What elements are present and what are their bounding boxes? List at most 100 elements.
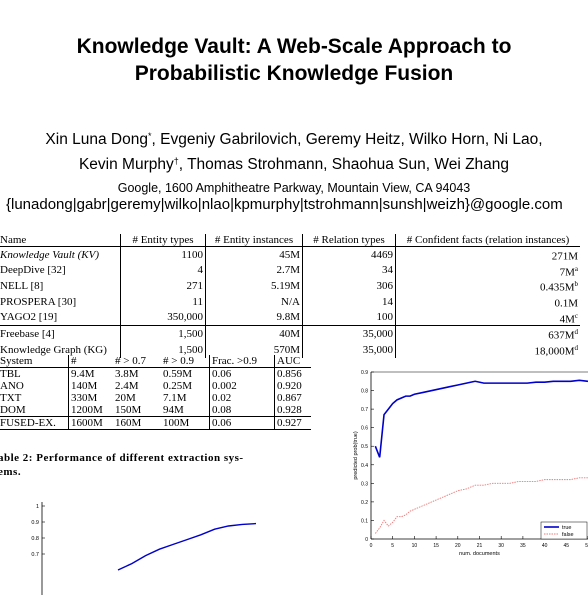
cell-value: 1,500: [178, 328, 203, 341]
caption-text: ems.: [0, 466, 22, 478]
table-cell: 0.928: [274, 404, 311, 417]
prob-vs-docs-chart: 0 0.1 0.2 0.3 0.4 0.5 0.6 0.7 0.8 0.9 0 5 10 15 20 21 30…: [353, 370, 588, 557]
cell-value: 5.19M: [270, 280, 300, 293]
y-axis-label: predicted prob(true): [353, 431, 359, 479]
x-tick-label: 40: [542, 543, 548, 549]
table-cell: 35,000: [302, 341, 396, 358]
y-tick-label: 0.7: [31, 552, 39, 558]
cell-value: 100: [376, 311, 394, 324]
table-row: PROSPERA [30] 11 N/A 14 0.1M: [0, 293, 580, 310]
cell-value: 14: [382, 295, 393, 308]
table-row: TXT 330M 20M 7.1M 0.02 0.867: [0, 392, 311, 404]
y-tick-label: 0: [365, 537, 368, 543]
cell-value: PROSPERA [30]: [0, 295, 77, 308]
y-tick-label: 0.8: [361, 389, 368, 395]
author-names: , Evgeniy Gabrilovich, Geremy Heitz, Wil…: [151, 131, 543, 148]
table-cell: 7.1M: [163, 392, 187, 404]
table-cell: 271: [120, 278, 206, 294]
cell-value: 2.7M: [276, 264, 300, 277]
table-cell: 0.856: [274, 367, 311, 380]
table-cell: FUSED-EX.: [0, 416, 69, 430]
cell-value: 637M: [548, 329, 575, 342]
legend-entry: true: [562, 525, 571, 531]
table-cell: 14: [302, 293, 396, 310]
x-tick-label: 0: [370, 543, 373, 549]
cell-value: 11: [192, 295, 203, 308]
cell-value: NELL [8]: [0, 280, 44, 293]
footnote-mark: d: [574, 328, 579, 337]
cell-value: 9.8M: [276, 311, 300, 324]
cell-value: 350,000: [167, 311, 203, 324]
y-tick-label: 0.7: [361, 407, 368, 413]
cell-value: DeepDive [32]: [0, 264, 66, 277]
x-tick-label: 50: [585, 543, 588, 549]
footnote-mark: †: [173, 156, 179, 166]
y-tick-label: 0.4: [361, 463, 368, 469]
table-row: DOM 1200M 150M 94M 0.08 0.928: [0, 404, 311, 417]
cell-value: Freebase [4]: [0, 328, 55, 341]
author-list: Xin Luna Dong*, Evgeniy Gabrilovich, Ger…: [0, 127, 588, 177]
table-row: Freebase [4] 1,500 40M 35,000 637Md: [0, 325, 580, 342]
cell-value: 35,000: [362, 328, 393, 341]
column-header: #: [68, 355, 113, 368]
column-header: # > 0.9: [161, 355, 210, 368]
table-cell: 4: [120, 262, 206, 279]
table-cell: 0.06: [209, 416, 275, 430]
table-cell: 100M: [161, 416, 210, 430]
x-tick-label: 21: [477, 543, 483, 549]
table-row: Knowledge Graph (KG) 1,500 570M 35,000 18,00…: [0, 341, 580, 358]
table-cell: 1100: [120, 246, 206, 263]
table-cell: TXT: [0, 392, 22, 404]
table-cell: 9.4M: [68, 367, 113, 380]
y-tick-label: 0.8: [31, 536, 39, 542]
table-cell: 0.867: [274, 392, 311, 404]
table-cell: TBL: [0, 368, 21, 380]
table-row: YAGO2 [19] 350,000 9.8M 100 4Mc: [0, 309, 580, 326]
cell-value: 1,500: [178, 343, 203, 356]
footnote-mark: a: [574, 264, 578, 273]
author-line-2: Kevin Murphy†, Thomas Strohmann, Shaohua…: [0, 152, 588, 177]
table-cell: 160M: [113, 416, 161, 430]
y-tick-label: 0.3: [361, 481, 368, 487]
table-row: DeepDive [32] 4 2.7M 34 7Ma: [0, 262, 580, 279]
table-cell: 350,000: [120, 309, 206, 326]
table-cell: 0.1M: [395, 293, 580, 310]
table-cell: 2.4M: [115, 380, 139, 392]
table-cell: 0.435Mb: [395, 278, 580, 294]
table-cell: 9.8M: [205, 309, 303, 326]
title-line-2: Probabilistic Knowledge Fusion: [134, 62, 454, 85]
column-header: # > 0.7: [113, 355, 161, 368]
table-cell: 100: [302, 309, 396, 326]
author-name: Xin Luna Dong: [45, 131, 148, 148]
author-name: Kevin Murphy: [78, 156, 174, 173]
footnote-mark: *: [147, 131, 152, 141]
table-cell: 4469: [302, 246, 396, 263]
x-tick-label: 35: [520, 543, 526, 549]
table-cell: YAGO2 [19]: [0, 310, 121, 326]
cell-value: 34: [382, 264, 393, 277]
table-row: ANO 140M 2.4M 0.25M 0.002 0.920: [0, 380, 311, 392]
x-tick-label: 20: [455, 543, 461, 549]
y-tick-label: 0.9: [361, 370, 368, 376]
author-names: , Thomas Strohmann, Shaohua Sun, Wei Zha…: [178, 156, 510, 173]
cell-value: 4469: [371, 248, 393, 261]
table-2-caption: able 2: Performance of different extract…: [0, 451, 298, 479]
table-cell: 140M: [68, 380, 113, 392]
title-line-1: Knowledge Vault: A Web-Scale Approach to: [76, 35, 512, 58]
table-cell: DeepDive [32]: [0, 263, 121, 279]
table-header-row: System # # > 0.7 # > 0.9 Frac. >0.9 AUC: [0, 355, 311, 368]
table-cell: PROSPERA [30]: [0, 294, 121, 310]
x-tick-label: 10: [412, 543, 418, 549]
footnote-mark: b: [574, 280, 579, 289]
table-cell: 45M: [205, 246, 303, 263]
column-header: System: [0, 355, 69, 368]
series-line: [117, 522, 257, 571]
cell-value: 45M: [279, 248, 300, 261]
table-row: Knowledge Vault (KV) 1100 45M 4469 271M: [0, 246, 580, 263]
cell-value: Knowledge Graph (KG): [0, 343, 107, 356]
table-cell: 271M: [395, 246, 580, 263]
table-header-row: Name # Entity types # Entity instances #…: [0, 234, 580, 247]
table-cell: 4Mc: [395, 309, 580, 326]
paper-title: Knowledge Vault: A Web-Scale Approach to…: [0, 33, 588, 87]
table-cell: 150M: [115, 404, 142, 416]
